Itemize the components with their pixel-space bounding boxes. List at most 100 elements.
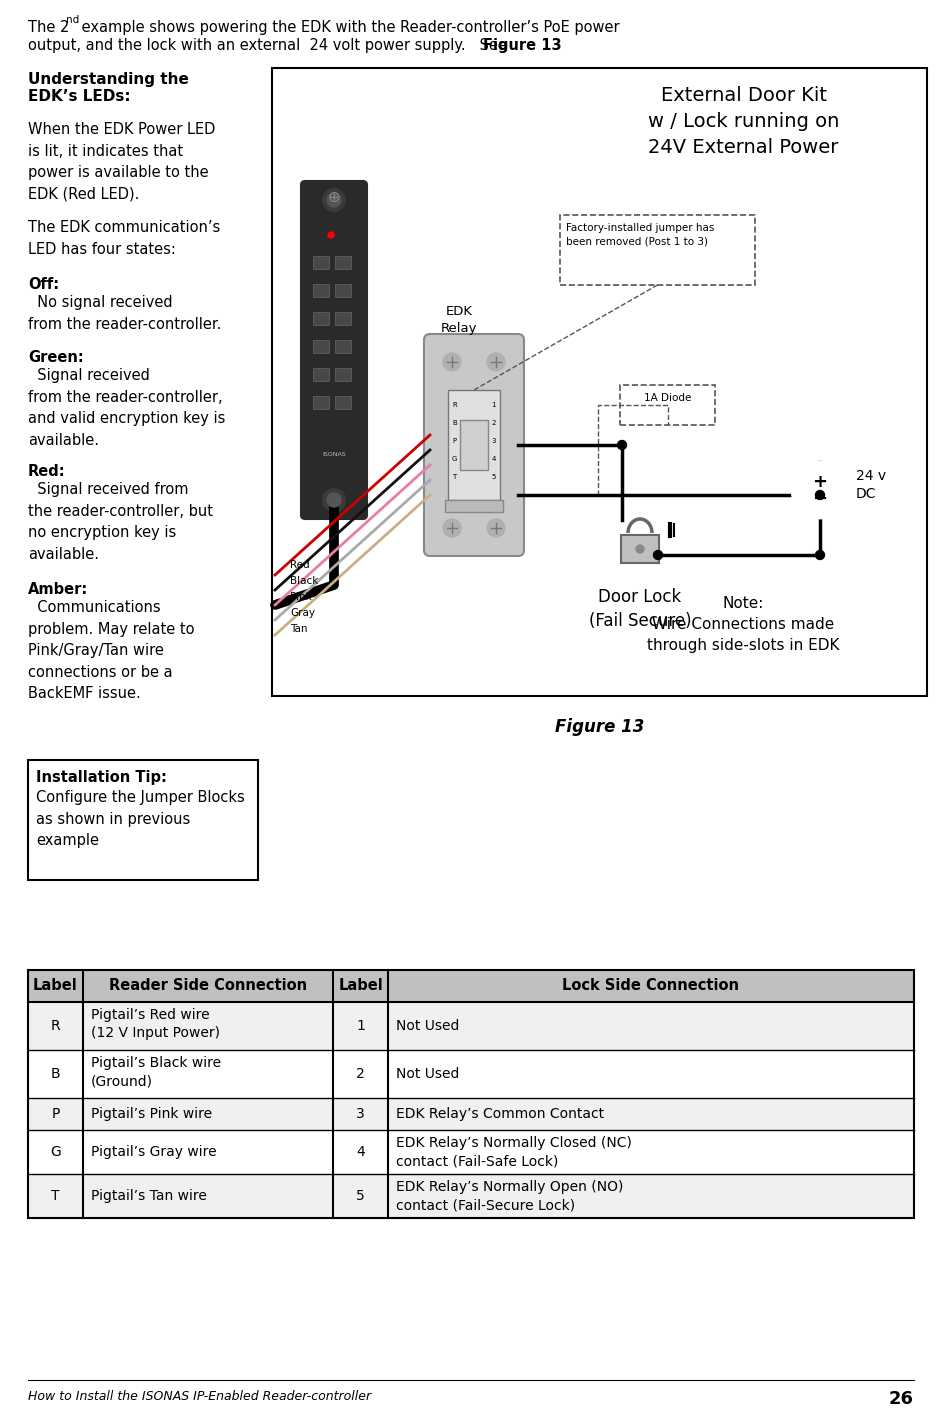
Text: Factory-installed jumper has
been removed (Post 1 to 3): Factory-installed jumper has been remove… [566, 223, 714, 247]
Text: 4: 4 [492, 455, 496, 463]
Bar [313, 312, 329, 325]
Text: 2: 2 [492, 420, 496, 426]
Bar [460, 420, 488, 470]
Text: B: B [452, 420, 457, 426]
Text: ⊕: ⊕ [328, 190, 340, 204]
Text: When the EDK Power LED
is lit, it indicates that
power is available to the
EDK (: When the EDK Power LED is lit, it indica… [28, 122, 216, 201]
Bar [313, 284, 329, 297]
Bar [313, 396, 329, 409]
Circle shape [618, 440, 626, 450]
Bar [272, 68, 927, 695]
Text: 2: 2 [356, 1067, 365, 1081]
Circle shape [487, 519, 505, 536]
Text: Pigtail’s Tan wire: Pigtail’s Tan wire [91, 1189, 207, 1203]
Circle shape [487, 353, 505, 370]
Text: 1: 1 [356, 1019, 365, 1033]
FancyBboxPatch shape [301, 182, 367, 519]
Text: Gray: Gray [290, 607, 315, 619]
Text: Pigtail’s Red wire
(12 V Input Power): Pigtail’s Red wire (12 V Input Power) [91, 1007, 220, 1040]
Text: Pigtail’s Gray wire: Pigtail’s Gray wire [91, 1145, 217, 1159]
Text: Not Used: Not Used [396, 1067, 460, 1081]
Bar [620, 385, 715, 426]
Text: G: G [50, 1145, 61, 1159]
Bar [445, 499, 503, 512]
Text: EDK’s LEDs:: EDK’s LEDs: [28, 89, 131, 104]
Circle shape [636, 545, 644, 553]
Circle shape [443, 353, 461, 370]
Text: EDK
Relay: EDK Relay [441, 305, 478, 335]
Text: Label: Label [33, 979, 78, 993]
Circle shape [816, 551, 824, 559]
Text: G: G [452, 455, 458, 463]
Circle shape [327, 193, 341, 207]
Text: 1A Diode: 1A Diode [643, 393, 691, 403]
Text: Note:
Wire Connections made
through side-slots in EDK: Note: Wire Connections made through side… [647, 596, 840, 653]
Bar [313, 368, 329, 380]
Text: Figure 13: Figure 13 [483, 38, 561, 53]
Text: Configure the Jumper Blocks
as shown in previous
example: Configure the Jumper Blocks as shown in … [36, 790, 245, 849]
Bar [28, 1002, 914, 1050]
Text: P: P [51, 1107, 59, 1121]
Bar [313, 341, 329, 353]
Text: Installation Tip:: Installation Tip: [36, 771, 167, 785]
Text: Label: Label [338, 979, 382, 993]
Circle shape [323, 490, 345, 511]
Text: External Door Kit: External Door Kit [660, 87, 826, 105]
Circle shape [327, 492, 341, 507]
Text: B: B [51, 1067, 60, 1081]
Bar [335, 284, 351, 297]
Text: 3: 3 [492, 438, 496, 444]
Circle shape [816, 491, 824, 499]
Text: Signal received
from the reader-controller,
and valid encryption key is
availabl: Signal received from the reader-controll… [28, 368, 225, 448]
Text: 26: 26 [889, 1391, 914, 1408]
Circle shape [323, 189, 345, 211]
Text: 24 v
DC: 24 v DC [856, 470, 886, 501]
Text: Pink: Pink [290, 592, 312, 602]
Text: example shows powering the EDK with the Reader-controller’s PoE power: example shows powering the EDK with the … [77, 20, 620, 35]
Circle shape [792, 463, 848, 518]
Bar [448, 390, 500, 499]
Text: Lock Side Connection: Lock Side Connection [562, 979, 739, 993]
Text: −: − [812, 490, 828, 508]
Text: Pigtail’s Pink wire: Pigtail’s Pink wire [91, 1107, 212, 1121]
Text: R: R [51, 1019, 60, 1033]
Text: EDK Relay’s Normally Closed (NC)
contact (Fail-Safe Lock): EDK Relay’s Normally Closed (NC) contact… [396, 1137, 632, 1168]
Text: Off:: Off: [28, 277, 59, 292]
Circle shape [443, 519, 461, 536]
Text: +: + [813, 473, 827, 491]
Text: 24V External Power: 24V External Power [648, 138, 838, 158]
Bar [28, 971, 914, 1218]
Text: nd: nd [66, 16, 79, 26]
Text: How to Install the ISONAS IP-Enabled Reader-controller: How to Install the ISONAS IP-Enabled Rea… [28, 1391, 371, 1403]
Bar [335, 255, 351, 270]
Text: R: R [452, 402, 457, 409]
Text: EDK Relay’s Common Contact: EDK Relay’s Common Contact [396, 1107, 604, 1121]
Text: Reader Side Connection: Reader Side Connection [109, 979, 307, 993]
Bar [621, 535, 659, 563]
Text: No signal received
from the reader-controller.: No signal received from the reader-contr… [28, 295, 221, 332]
Text: EDK Relay’s Normally Open (NO)
contact (Fail-Secure Lock): EDK Relay’s Normally Open (NO) contact (… [396, 1181, 624, 1212]
Bar [335, 312, 351, 325]
Text: Pigtail’s Black wire
(Ground): Pigtail’s Black wire (Ground) [91, 1056, 221, 1088]
Text: T: T [51, 1189, 59, 1203]
Bar [28, 1098, 914, 1130]
Text: 1: 1 [492, 402, 496, 409]
Text: 3: 3 [356, 1107, 365, 1121]
Text: T: T [452, 474, 456, 480]
Bar [560, 216, 755, 285]
Text: Red: Red [290, 561, 310, 570]
Text: Communications
problem. May relate to
Pink/Gray/Tan wire
connections or be a
Bac: Communications problem. May relate to Pi… [28, 600, 194, 701]
Text: Door Lock
(Fail Secure): Door Lock (Fail Secure) [589, 587, 691, 630]
Circle shape [654, 551, 662, 559]
Bar [28, 971, 914, 1002]
Bar [28, 1174, 914, 1218]
Text: Signal received from
the reader-controller, but
no encryption key is
available.: Signal received from the reader-controll… [28, 482, 213, 562]
Text: The EDK communication’s
LED has four states:: The EDK communication’s LED has four sta… [28, 220, 220, 257]
Text: w / Lock running on: w / Lock running on [648, 112, 839, 131]
Bar [335, 368, 351, 380]
Text: The 2: The 2 [28, 20, 70, 35]
Text: 5: 5 [356, 1189, 365, 1203]
Text: ISONAS: ISONAS [322, 453, 346, 457]
Text: Amber:: Amber: [28, 582, 89, 597]
Text: P: P [452, 438, 456, 444]
